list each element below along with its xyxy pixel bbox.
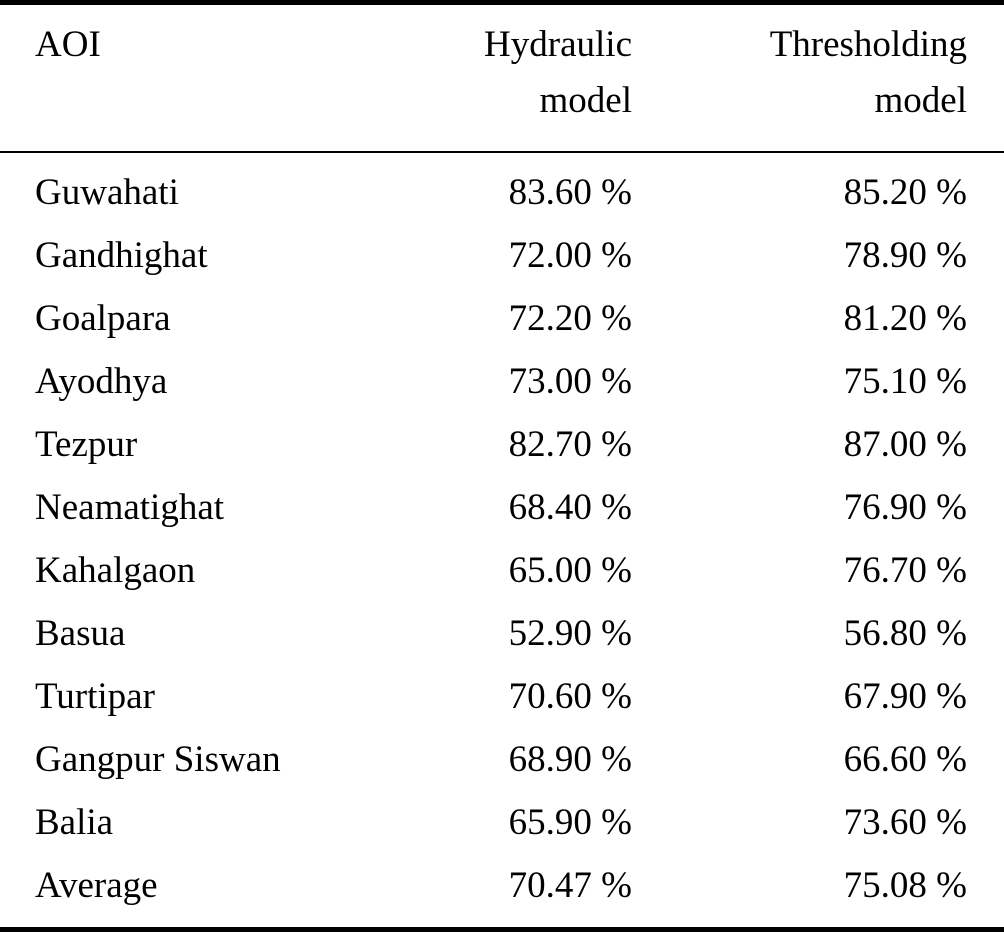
thresholding-value-cell: 81.20 % <box>843 298 967 339</box>
thresholding-value-cell: 76.70 % <box>843 550 967 591</box>
hydraulic-value-cell: 68.90 % <box>508 739 632 780</box>
table-row-average: Average 70.47 % 75.08 % <box>0 854 1004 930</box>
hydraulic-value-cell: 65.90 % <box>508 802 632 843</box>
aoi-cell: Ayodhya <box>35 361 168 402</box>
column-header-thresholding-model: Thresholding model <box>633 2 1004 153</box>
hydraulic-value-cell: 68.40 % <box>508 487 632 528</box>
aoi-cell: Average <box>35 865 158 906</box>
hydraulic-value-cell: 70.47 % <box>508 865 632 906</box>
thresholding-value-cell: 73.60 % <box>843 802 967 843</box>
hydraulic-value-cell: 83.60 % <box>508 172 632 213</box>
column-header-aoi-label: AOI <box>35 24 101 65</box>
hydraulic-value-cell: 72.20 % <box>508 298 632 339</box>
thresholding-value-cell: 85.20 % <box>843 172 967 213</box>
thresholding-value-cell: 76.90 % <box>843 487 967 528</box>
column-header-thresholding-line2: model <box>874 80 967 121</box>
aoi-cell: Gangpur Siswan <box>35 739 281 780</box>
hydraulic-value-cell: 82.70 % <box>508 424 632 465</box>
aoi-cell: Gandhighat <box>35 235 208 276</box>
table-row: Kahalgaon 65.00 % 76.70 % <box>0 539 1004 602</box>
thresholding-value-cell: 66.60 % <box>843 739 967 780</box>
table-body: Guwahati 83.60 % 85.20 % Gandhighat 72.0… <box>0 152 1004 930</box>
column-header-hydraulic-model: Hydraulic model <box>370 2 633 153</box>
table-row: Balia 65.90 % 73.60 % <box>0 791 1004 854</box>
thresholding-value-cell: 87.00 % <box>843 424 967 465</box>
thresholding-value-cell: 75.08 % <box>843 865 967 906</box>
aoi-cell: Neamatighat <box>35 487 225 528</box>
table-row: Gangpur Siswan 68.90 % 66.60 % <box>0 728 1004 791</box>
column-header-hydraulic-line1: Hydraulic <box>484 24 632 65</box>
aoi-cell: Basua <box>35 613 126 654</box>
table-row: Basua 52.90 % 56.80 % <box>0 602 1004 665</box>
hydraulic-value-cell: 52.90 % <box>508 613 632 654</box>
column-header-aoi: AOI <box>0 2 370 153</box>
table-row: Goalpara 72.20 % 81.20 % <box>0 287 1004 350</box>
table-row: Neamatighat 68.40 % 76.90 % <box>0 476 1004 539</box>
header-row: AOI Hydraulic model Thresholding model <box>0 2 1004 153</box>
aoi-cell: Kahalgaon <box>35 550 196 591</box>
table-row: Ayodhya 73.00 % 75.10 % <box>0 350 1004 413</box>
aoi-cell: Balia <box>35 802 114 843</box>
aoi-cell: Guwahati <box>35 172 179 213</box>
aoi-cell: Goalpara <box>35 298 171 339</box>
table-row: Turtipar 70.60 % 67.90 % <box>0 665 1004 728</box>
hydraulic-value-cell: 65.00 % <box>508 550 632 591</box>
hydraulic-value-cell: 72.00 % <box>508 235 632 276</box>
aoi-cell: Turtipar <box>35 676 155 717</box>
column-header-thresholding-line1: Thresholding <box>769 24 967 65</box>
table-row: Gandhighat 72.00 % 78.90 % <box>0 224 1004 287</box>
thresholding-value-cell: 56.80 % <box>843 613 967 654</box>
hydraulic-value-cell: 73.00 % <box>508 361 632 402</box>
table-row: Guwahati 83.60 % 85.20 % <box>0 152 1004 224</box>
aoi-cell: Tezpur <box>35 424 138 465</box>
thresholding-value-cell: 67.90 % <box>843 676 967 717</box>
column-header-hydraulic-line2: model <box>539 80 632 121</box>
table-row: Tezpur 82.70 % 87.00 % <box>0 413 1004 476</box>
thresholding-value-cell: 78.90 % <box>843 235 967 276</box>
table-header: AOI Hydraulic model Thresholding model <box>0 2 1004 153</box>
thresholding-value-cell: 75.10 % <box>843 361 967 402</box>
hydraulic-value-cell: 70.60 % <box>508 676 632 717</box>
